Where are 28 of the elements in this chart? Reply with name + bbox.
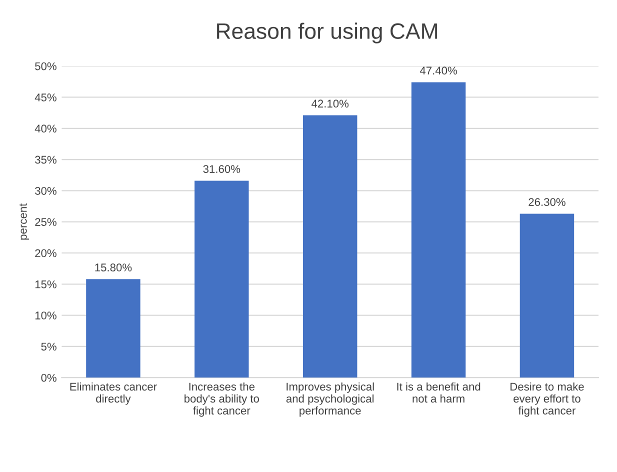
y-tick-label: 15% xyxy=(35,280,56,288)
y-axis-title: percent xyxy=(20,203,30,240)
data-label: 15.80% xyxy=(95,264,132,272)
y-tick-label: 35% xyxy=(35,156,56,164)
x-tick-label: Increases the body's ability to fight cancer xyxy=(184,382,259,417)
bar xyxy=(194,180,249,378)
bar xyxy=(86,279,140,378)
data-label: 42.10% xyxy=(312,100,349,108)
y-tick-label: 40% xyxy=(34,124,56,133)
y-tick-label: 20% xyxy=(35,249,56,258)
y-tick-label: 5% xyxy=(41,342,56,351)
y-tick-label: 25% xyxy=(35,218,56,226)
x-tick-label: Improves physical and psychological performance xyxy=(286,382,374,417)
bar xyxy=(411,82,466,378)
bar xyxy=(302,115,358,378)
y-tick-label: 45% xyxy=(34,94,56,102)
data-label: 26.30% xyxy=(528,198,566,206)
data-label: 47.40% xyxy=(420,66,457,75)
x-tick-label: Eliminates cancer directly xyxy=(70,382,157,405)
chart-title: Reason for using CAM xyxy=(217,22,437,44)
y-tick-label: 10% xyxy=(35,312,56,320)
y-tick-label: 50% xyxy=(35,62,56,70)
x-tick-label: Desire to make every effort to fight cancer xyxy=(510,382,584,417)
bar xyxy=(520,214,574,378)
data-label: 31.60% xyxy=(203,165,240,173)
x-tick-label: It is a benefit and not a harm xyxy=(397,382,480,403)
y-tick-label: 0% xyxy=(41,374,56,382)
y-tick-label: 30% xyxy=(35,186,56,195)
